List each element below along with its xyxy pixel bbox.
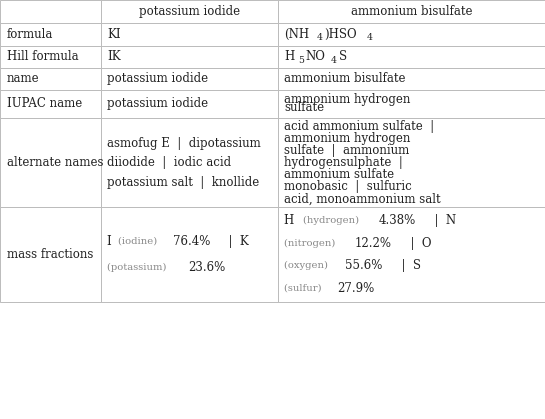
Text: diiodide  |  iodic acid: diiodide | iodic acid: [107, 156, 232, 169]
Text: 76.4%: 76.4%: [173, 235, 210, 248]
Text: (sulfur): (sulfur): [284, 284, 325, 293]
Bar: [278, 23, 545, 46]
Bar: [0, 90, 101, 118]
Text: )HSO: )HSO: [325, 28, 358, 41]
Bar: [278, 0, 545, 23]
Text: formula: formula: [7, 28, 53, 41]
Text: I: I: [107, 235, 116, 248]
Bar: [101, 23, 278, 46]
Text: NO: NO: [305, 50, 325, 64]
Text: |  S: | S: [393, 259, 421, 272]
Bar: [278, 118, 545, 207]
Text: acid ammonium sulfate  |: acid ammonium sulfate |: [284, 120, 434, 133]
Text: 55.6%: 55.6%: [346, 259, 383, 272]
Text: ammonium bisulfate: ammonium bisulfate: [284, 72, 406, 85]
Bar: [101, 118, 278, 207]
Text: 27.9%: 27.9%: [337, 282, 374, 295]
Text: IUPAC name: IUPAC name: [7, 97, 82, 111]
Text: asmofug E  |  dipotassium: asmofug E | dipotassium: [107, 137, 261, 150]
Text: 5: 5: [298, 56, 304, 65]
Text: ammonium bisulfate: ammonium bisulfate: [351, 5, 472, 18]
Text: KI: KI: [107, 28, 121, 41]
Text: alternate names: alternate names: [7, 156, 103, 169]
Text: ammonium hydrogen: ammonium hydrogen: [284, 132, 411, 145]
Text: IK: IK: [107, 50, 121, 64]
Text: 23.6%: 23.6%: [188, 261, 226, 274]
Text: potassium iodide: potassium iodide: [139, 5, 240, 18]
Text: potassium iodide: potassium iodide: [107, 97, 209, 111]
Bar: [101, 207, 278, 302]
Text: ammonium hydrogen: ammonium hydrogen: [284, 93, 411, 106]
Bar: [0, 23, 101, 46]
Bar: [101, 90, 278, 118]
Text: (oxygen): (oxygen): [284, 261, 331, 270]
Bar: [278, 68, 545, 90]
Text: sulfate  |  ammonium: sulfate | ammonium: [284, 144, 410, 157]
Text: 4.38%: 4.38%: [379, 214, 416, 227]
Text: (iodine): (iodine): [118, 237, 161, 246]
Text: (hydrogen): (hydrogen): [302, 216, 362, 225]
Text: mass fractions: mass fractions: [7, 248, 93, 261]
Text: (NH: (NH: [284, 28, 310, 41]
Text: ammonium sulfate: ammonium sulfate: [284, 168, 395, 181]
Bar: [101, 0, 278, 23]
Text: (potassium): (potassium): [107, 263, 170, 272]
Text: acid, monoammonium salt: acid, monoammonium salt: [284, 192, 441, 205]
Text: name: name: [7, 72, 39, 85]
Bar: [101, 68, 278, 90]
Text: sulfate: sulfate: [284, 101, 325, 114]
Text: 4: 4: [317, 34, 323, 42]
Text: 12.2%: 12.2%: [355, 237, 392, 250]
Bar: [0, 46, 101, 68]
Bar: [101, 46, 278, 68]
Text: S: S: [338, 50, 347, 64]
Text: |  K: | K: [221, 235, 249, 248]
Bar: [0, 118, 101, 207]
Text: |  N: | N: [427, 214, 456, 227]
Text: potassium salt  |  knollide: potassium salt | knollide: [107, 176, 259, 189]
Bar: [0, 68, 101, 90]
Bar: [0, 0, 101, 23]
Text: hydrogensulphate  |: hydrogensulphate |: [284, 156, 403, 169]
Text: H: H: [284, 214, 299, 227]
Text: (nitrogen): (nitrogen): [284, 239, 339, 248]
Text: monobasic  |  sulfuric: monobasic | sulfuric: [284, 180, 412, 194]
Text: Hill formula: Hill formula: [7, 50, 78, 64]
Text: H: H: [284, 50, 295, 64]
Text: 4: 4: [367, 34, 373, 42]
Text: 4: 4: [331, 56, 337, 65]
Text: potassium iodide: potassium iodide: [107, 72, 209, 85]
Text: |  O: | O: [403, 237, 431, 250]
Bar: [0, 207, 101, 302]
Bar: [278, 46, 545, 68]
Bar: [278, 90, 545, 118]
Bar: [278, 207, 545, 302]
